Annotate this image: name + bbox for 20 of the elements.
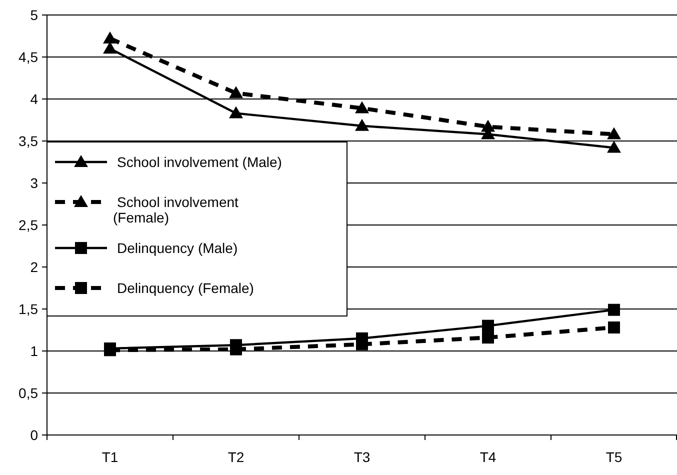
x-tick-label: T2 xyxy=(228,449,244,465)
legend-label: School involvement (Female) xyxy=(113,194,239,226)
y-tick-label: 2,5 xyxy=(18,216,38,233)
y-tick-label: 0,5 xyxy=(18,384,38,401)
y-tick-label: 1 xyxy=(30,342,38,359)
y-tick-label: 3 xyxy=(30,174,38,191)
y-tick-label: 4 xyxy=(30,90,38,107)
y-tick-label: 1,5 xyxy=(18,300,38,317)
y-tick-label: 5 xyxy=(30,6,38,23)
legend-label: Delinquency (Male) xyxy=(117,240,238,256)
x-tick-label: T3 xyxy=(354,449,370,465)
y-tick-label: 3,5 xyxy=(18,132,38,149)
x-tick-label: T1 xyxy=(102,449,118,465)
legend-label: Delinquency (Female) xyxy=(117,280,254,296)
y-tick-label: 0 xyxy=(30,426,38,443)
y-tick-label: 2 xyxy=(30,258,38,275)
x-tick-label: T5 xyxy=(606,449,622,465)
legend-label: School involvement (Male) xyxy=(117,154,282,170)
x-tick-label: T4 xyxy=(480,449,496,465)
y-tick-label: 4,5 xyxy=(18,48,38,65)
